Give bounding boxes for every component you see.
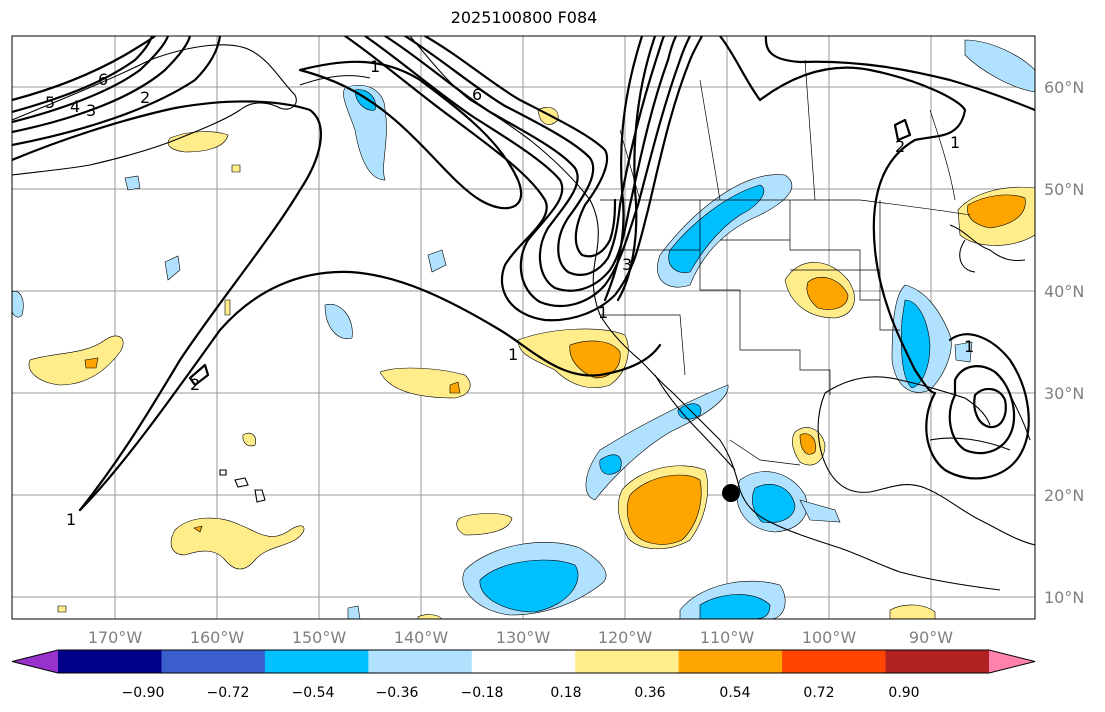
- colorbar-outline: [11, 649, 1036, 674]
- longitude-labels: 170°W 160°W 150°W 140°W 130°W 120°W 110°…: [88, 628, 953, 647]
- contour-label: 6: [472, 85, 482, 104]
- colorbar-segment: [678, 650, 783, 673]
- lon-label: 140°W: [394, 628, 449, 647]
- lat-label: 50°N: [1044, 180, 1084, 199]
- lon-label: 90°W: [909, 628, 953, 647]
- colorbar-tick-label: 0.72: [803, 685, 834, 701]
- contour-labels: 6 5 4 3 2 1 6 1 3 1 2 1 1 2 1: [45, 57, 974, 529]
- contour-label: 1: [950, 133, 960, 152]
- contours: [12, 36, 1035, 512]
- colorbar-tick-label: −0.36: [376, 685, 419, 701]
- latitude-labels: 60°N 50°N 40°N 30°N 20°N 10°N: [1044, 78, 1084, 607]
- point-marker: [722, 484, 740, 502]
- colorbar-tick-label: −0.90: [122, 685, 165, 701]
- contour-label: 1: [598, 303, 608, 322]
- colorbar-segment: [58, 650, 162, 673]
- colorbar-segment: [471, 650, 576, 673]
- colorbar-tick-label: 0.36: [634, 685, 665, 701]
- colorbar-segment: [264, 650, 369, 673]
- colorbar-segment: [885, 650, 990, 673]
- contour-label: 1: [964, 337, 974, 356]
- lat-label: 40°N: [1044, 282, 1084, 301]
- colorbar-tick-label: −0.72: [207, 685, 250, 701]
- colorbar-extend-low: [12, 650, 58, 673]
- colorbar-segment: [782, 650, 887, 673]
- lat-label: 30°N: [1044, 384, 1084, 403]
- contour-label: 5: [45, 93, 55, 112]
- contour-label: 2: [895, 137, 905, 156]
- lon-label: 110°W: [700, 628, 755, 647]
- colorbar-tick-label: 0.18: [550, 685, 581, 701]
- contour-label: 2: [190, 375, 200, 394]
- lat-label: 60°N: [1044, 78, 1084, 97]
- lat-label: 10°N: [1044, 588, 1084, 607]
- colorbar: [11, 649, 1036, 674]
- contour-label: 2: [140, 88, 150, 107]
- contour-label: 4: [70, 97, 80, 116]
- contour-label: 1: [66, 510, 76, 529]
- colorbar-segment: [161, 650, 266, 673]
- colorbar-tick-labels: −0.90 −0.72 −0.54 −0.36 −0.18 0.18 0.36 …: [122, 685, 920, 701]
- colorbar-tick-label: 0.54: [719, 685, 750, 701]
- lon-label: 120°W: [598, 628, 653, 647]
- lon-label: 160°W: [190, 628, 245, 647]
- colorbar-tick-label: −0.54: [292, 685, 335, 701]
- colorbar-tick-label: 0.90: [888, 685, 919, 701]
- contour-label: 3: [622, 255, 632, 274]
- plot-title: 2025100800 F084: [450, 8, 598, 27]
- shaded-fields: [12, 39, 1035, 619]
- map-frame: [11, 35, 1036, 620]
- lat-label: 20°N: [1044, 486, 1084, 505]
- lon-label: 100°W: [802, 628, 857, 647]
- lon-label: 130°W: [496, 628, 551, 647]
- colorbar-segment: [368, 650, 473, 673]
- lon-label: 150°W: [292, 628, 347, 647]
- contour-label: 6: [98, 70, 108, 89]
- contour-label: 3: [86, 101, 96, 120]
- colorbar-segment: [575, 650, 680, 673]
- lon-label: 170°W: [88, 628, 143, 647]
- contour-label: 1: [508, 345, 518, 364]
- colorbar-tick-label: −0.18: [461, 685, 504, 701]
- contour-label: 1: [370, 57, 380, 76]
- colorbar-extend-high: [989, 650, 1035, 673]
